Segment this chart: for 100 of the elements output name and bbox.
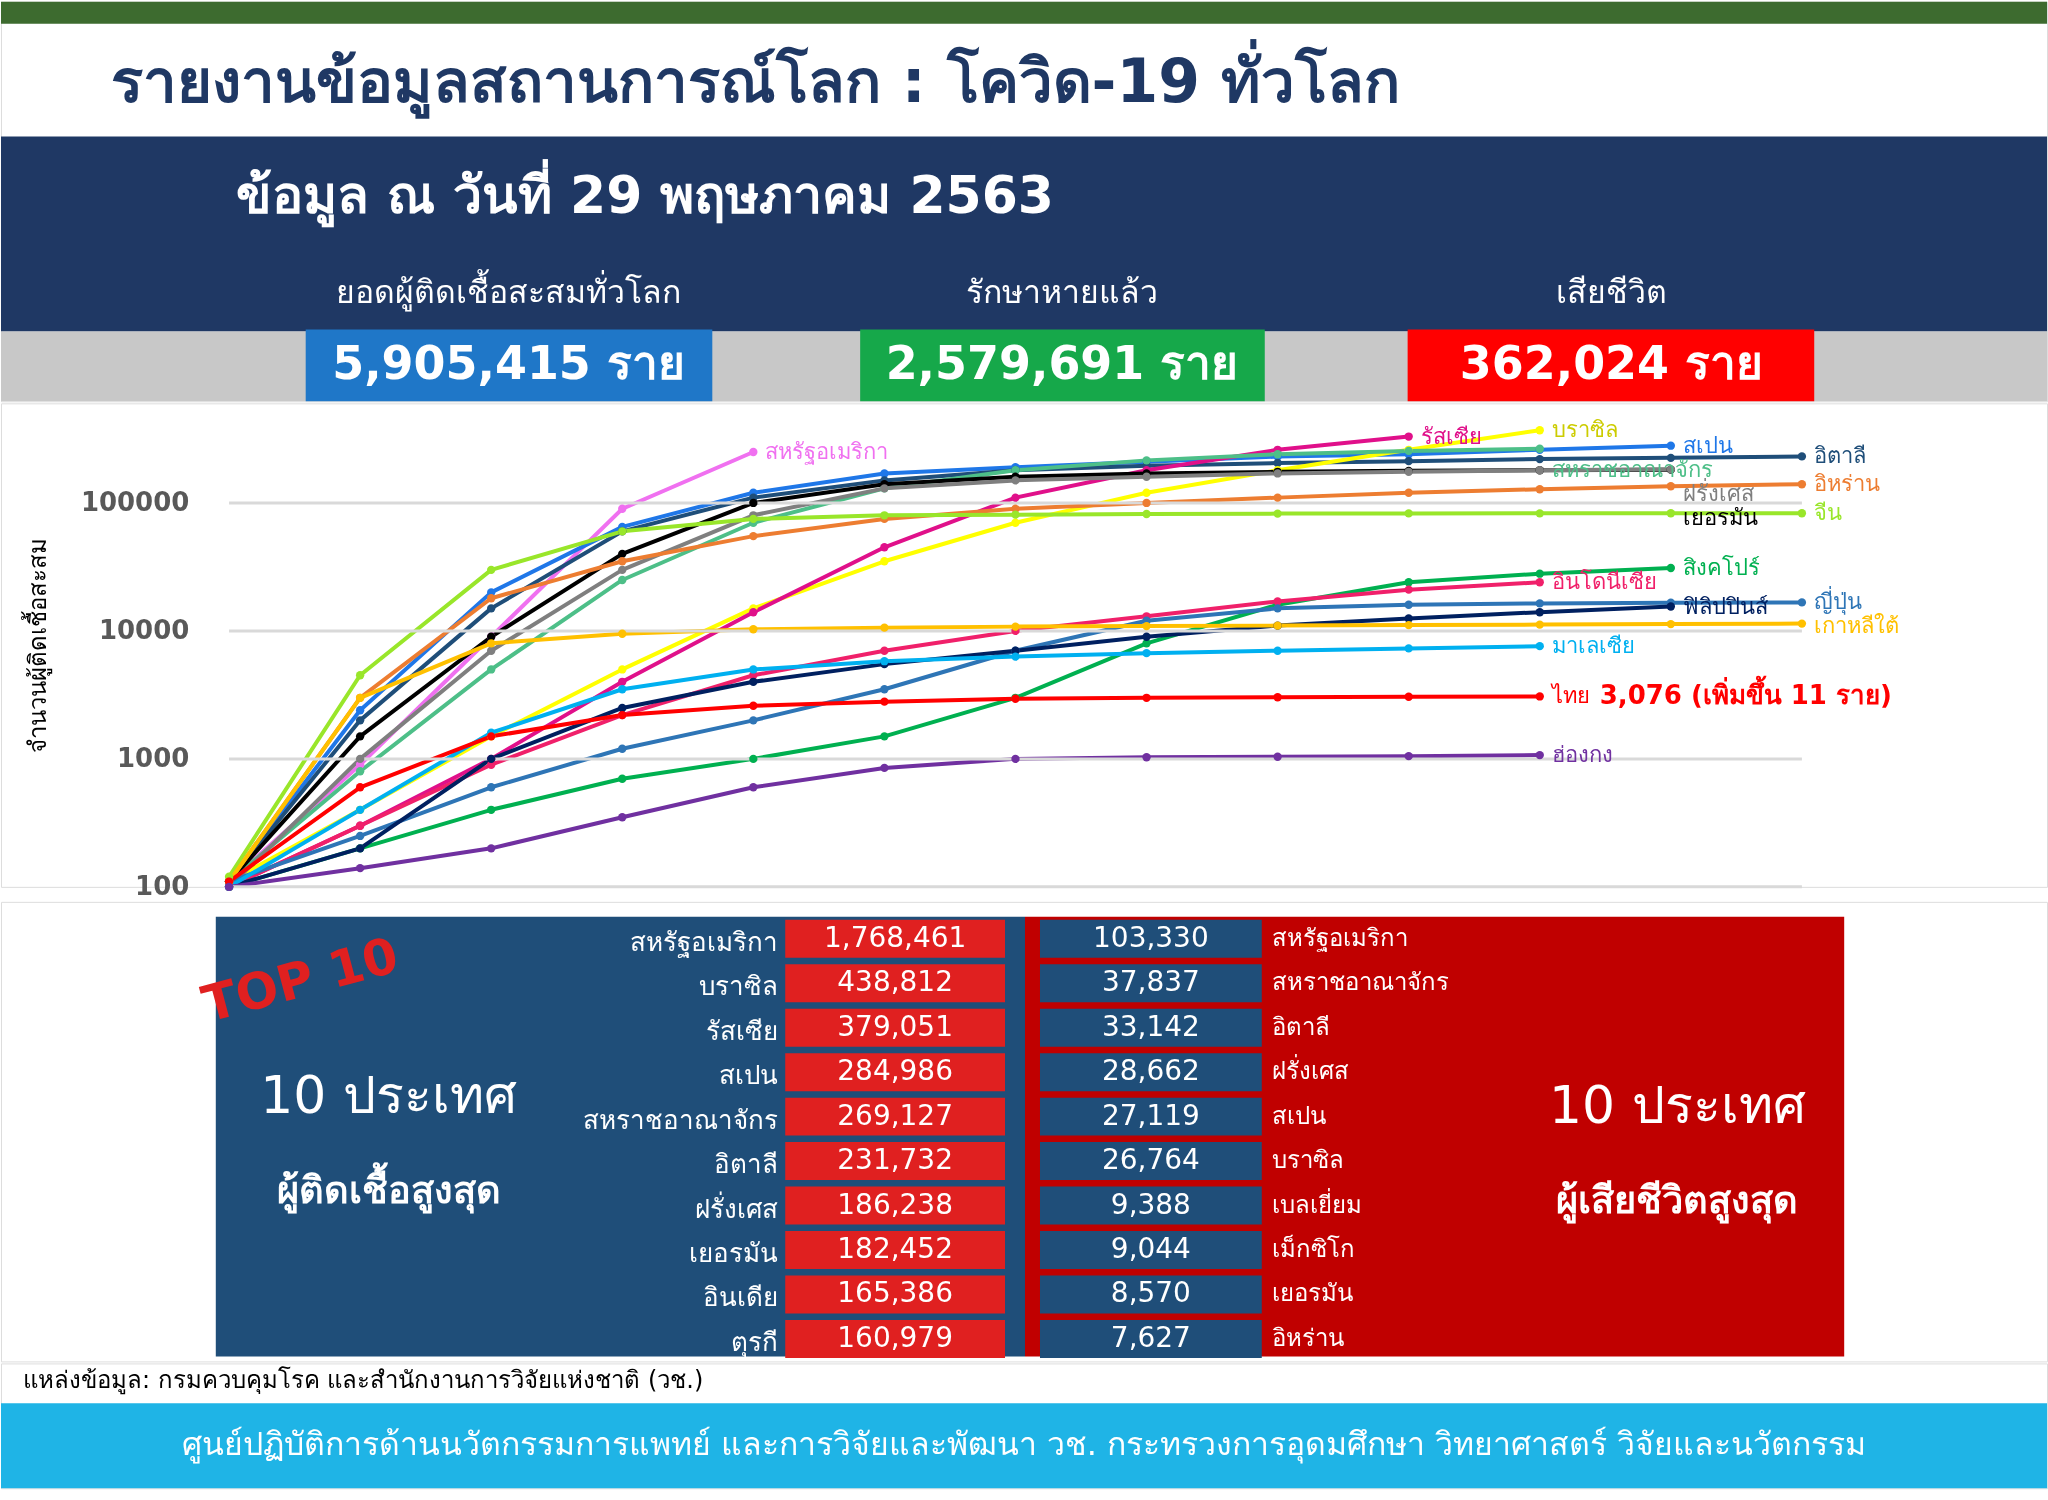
series-label: อิตาลี (1813, 443, 1866, 469)
point (355, 783, 365, 792)
text: เสียชีวิต (1555, 273, 1667, 312)
text: 10 ประเทศ (260, 1064, 517, 1125)
point (1142, 648, 1151, 658)
point (880, 557, 889, 566)
text: สหราชอาณาจักร (583, 1104, 779, 1135)
point (1797, 452, 1807, 461)
text: 10 ประเทศ (1549, 1074, 1806, 1135)
point (1273, 693, 1282, 702)
text: รัสเซีย (706, 1015, 779, 1046)
point (1011, 493, 1020, 502)
text: อินเดีย (703, 1282, 779, 1313)
point (1535, 692, 1544, 701)
point (1535, 426, 1544, 435)
text: รักษาหายแล้ว (965, 273, 1158, 312)
point (1666, 602, 1676, 611)
text: 9,388 (1110, 1187, 1191, 1221)
series-label: สหรัฐอเมริกา (765, 438, 889, 465)
point (1535, 620, 1544, 629)
point (355, 716, 365, 725)
point (618, 703, 627, 713)
point (1797, 480, 1807, 489)
text: ฝรั่งเศส (695, 1190, 779, 1224)
text: เบลเยี่ยม (1271, 1187, 1362, 1219)
point (487, 783, 496, 792)
point (1142, 753, 1151, 762)
point (749, 447, 758, 457)
y-tick-label: 10000 (98, 615, 190, 646)
point (1273, 458, 1282, 468)
text: 1,768,461 (823, 920, 967, 954)
text: ผู้เสียชีวิตสูงสุด (1556, 1177, 1799, 1224)
point (880, 763, 889, 773)
point (1011, 510, 1020, 519)
series-label: ฮ่องกง (1551, 742, 1613, 768)
point (1142, 488, 1151, 497)
point (1797, 598, 1807, 607)
series-label: อินโดนีเซีย (1551, 569, 1657, 595)
series-label: อิหร่าน (1813, 471, 1880, 497)
y-tick-label: 1000 (117, 743, 190, 774)
point (1666, 619, 1676, 629)
point (1404, 578, 1413, 587)
point (1666, 509, 1676, 518)
point (1535, 750, 1544, 760)
point (1142, 498, 1151, 508)
text: 438,812 (837, 965, 953, 999)
point (487, 844, 496, 853)
point (618, 629, 627, 638)
text: 33,142 (1101, 1009, 1200, 1043)
series-label: บราซิล (1551, 417, 1618, 443)
series-label: ไทย (1549, 683, 1590, 709)
point (880, 511, 889, 520)
text: 37,837 (1101, 965, 1200, 999)
point (618, 813, 627, 822)
text: 379,051 (837, 1009, 953, 1043)
text: สเปน (1271, 1101, 1326, 1130)
point (487, 594, 496, 603)
point (749, 677, 758, 686)
point (1666, 482, 1676, 491)
point (487, 665, 496, 674)
point (1011, 622, 1020, 631)
point (355, 754, 365, 764)
text: 284,986 (837, 1054, 953, 1088)
point (880, 646, 889, 655)
text: 27,119 (1101, 1098, 1200, 1132)
point (749, 514, 758, 524)
point (1535, 608, 1544, 617)
point (1404, 509, 1413, 518)
point (355, 671, 365, 680)
text: อิหร่าน (1271, 1323, 1344, 1352)
point (1797, 619, 1807, 628)
point (618, 504, 627, 513)
point (1666, 441, 1676, 450)
text: 362,024 ราย (1459, 336, 1764, 391)
point (1011, 518, 1020, 527)
text: สหรัฐอเมริกา (1271, 923, 1408, 952)
point (749, 783, 758, 792)
point (1404, 432, 1413, 441)
point (1142, 632, 1151, 641)
text: ผู้ติดเชื้อสูงสุด (276, 1161, 501, 1214)
point (1404, 585, 1413, 594)
point (1011, 476, 1020, 485)
chart-title: รายงานข้อมูลสถานการณ์โลก : โควิด-19 ทั่วโลก (110, 38, 1400, 119)
series-label: มาเลเซีย (1551, 633, 1635, 659)
point (1535, 454, 1544, 464)
y-tick-label: 100 (135, 871, 190, 902)
point (749, 498, 758, 508)
point (487, 565, 496, 575)
text: 9,044 (1110, 1232, 1191, 1265)
text: สหราชอาณาจักร (1271, 968, 1449, 997)
text: 8,570 (1110, 1276, 1191, 1310)
point (880, 732, 889, 741)
point (1535, 569, 1544, 578)
point (749, 531, 758, 541)
y-tick-label: 100000 (80, 487, 190, 518)
point (1273, 646, 1282, 655)
series-label: สิงคโปร์ (1682, 555, 1760, 581)
text: 2,579,691 ราย (885, 336, 1239, 391)
text: 160,979 (837, 1320, 953, 1354)
point (355, 706, 365, 715)
